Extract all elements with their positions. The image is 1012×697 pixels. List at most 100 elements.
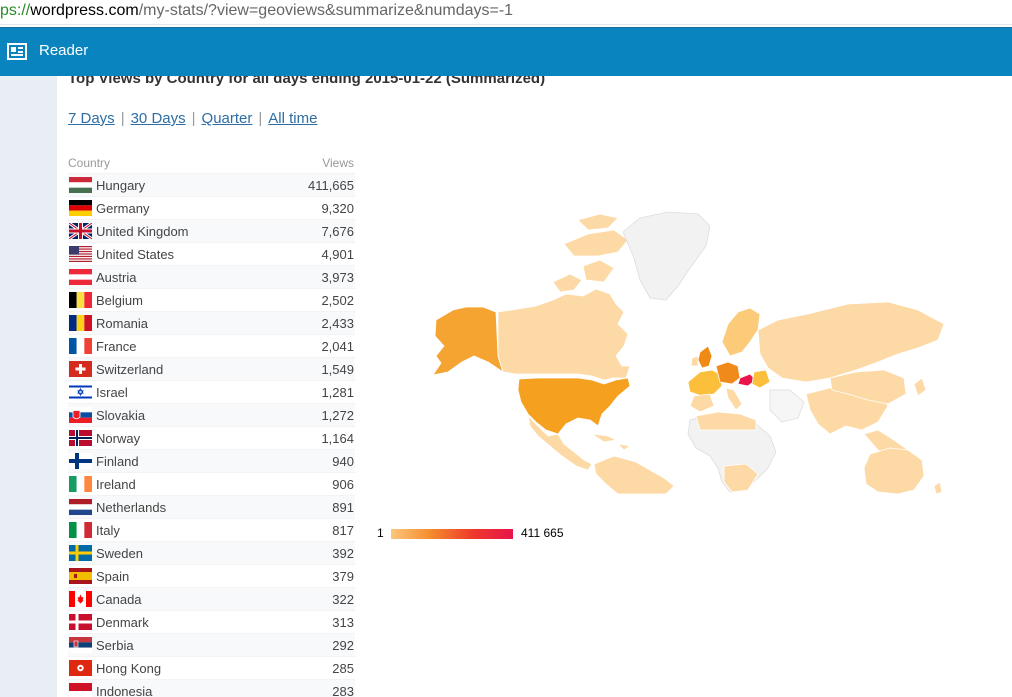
table-row[interactable]: Indonesia 283: [68, 679, 355, 697]
country-name: United States: [96, 247, 175, 262]
country-name: Finland: [96, 454, 139, 469]
country-views: 1,272: [321, 408, 354, 423]
map-alaska: [432, 306, 504, 376]
column-header-country: Country: [68, 156, 111, 170]
norway-flag-icon: [69, 430, 92, 446]
country-views: 322: [332, 592, 354, 607]
country-name: Serbia: [96, 638, 134, 653]
table-row[interactable]: Netherlands 891: [68, 495, 355, 518]
map-spain: [689, 393, 715, 413]
table-row[interactable]: France 2,041: [68, 334, 355, 357]
link-all-time[interactable]: All time: [268, 110, 318, 127]
stats-content: Top Views by Country for all days ending…: [57, 76, 1012, 697]
table-row[interactable]: Germany 9,320: [68, 196, 355, 219]
country-views-table: Country Views Hungary 411,665 Germany 9,320…: [68, 153, 355, 697]
country-views: 285: [332, 661, 354, 676]
country-views: 2,433: [321, 316, 354, 331]
table-row[interactable]: Norway 1,164: [68, 426, 355, 449]
sweden-flag-icon: [69, 545, 92, 561]
separator: |: [258, 110, 263, 127]
country-name: Hungary: [96, 178, 146, 193]
table-row[interactable]: Slovakia 1,272: [68, 403, 355, 426]
map-australia: [863, 447, 925, 495]
map-new-zealand: [933, 481, 943, 495]
country-views: 891: [332, 500, 354, 515]
table-row[interactable]: Italy 817: [68, 518, 355, 541]
table-row[interactable]: Romania 2,433: [68, 311, 355, 334]
map-south-america: [593, 455, 675, 495]
left-sidebar-strip: [0, 76, 57, 697]
map-ireland: [690, 355, 699, 367]
canada-flag-icon: [69, 591, 92, 607]
country-views: 3,973: [321, 270, 354, 285]
map-uk: [697, 345, 713, 369]
country-views: 392: [332, 546, 354, 561]
world-map-svg: [432, 211, 945, 495]
table-row[interactable]: Sweden 392: [68, 541, 355, 564]
link-30-days[interactable]: 30 Days: [130, 110, 186, 127]
country-views: 379: [332, 569, 354, 584]
map-usa: [517, 377, 631, 435]
country-name: Hong Kong: [96, 661, 162, 676]
legend-gradient-bar: [391, 529, 513, 539]
link-7-days[interactable]: 7 Days: [68, 110, 115, 127]
page-title: Top Views by Country for all days ending…: [68, 76, 546, 87]
map-japan: [913, 377, 927, 397]
country-name: Canada: [96, 592, 142, 607]
table-row[interactable]: Switzerland 1,549: [68, 357, 355, 380]
germany-flag-icon: [69, 200, 92, 216]
table-row[interactable]: Hong Kong 285: [68, 656, 355, 679]
country-name: Indonesia: [96, 684, 153, 697]
table-row[interactable]: Hungary 411,665: [68, 173, 355, 196]
table-row[interactable]: Belgium 2,502: [68, 288, 355, 311]
map-scandinavia: [721, 307, 761, 357]
country-name: Romania: [96, 316, 149, 331]
country-views: 2,041: [321, 339, 354, 354]
country-name: France: [96, 339, 137, 354]
map-north-africa: [695, 411, 757, 431]
table-row[interactable]: Canada 322: [68, 587, 355, 610]
legend-max: 411 665: [521, 526, 564, 540]
reader-label: Reader: [39, 42, 89, 59]
country-views: 4,901: [321, 247, 354, 262]
table-row[interactable]: Serbia 292: [68, 633, 355, 656]
country-views: 1,549: [321, 362, 354, 377]
country-views: 2,502: [321, 293, 354, 308]
column-header-views: Views: [322, 156, 354, 170]
link-quarter[interactable]: Quarter: [201, 110, 253, 127]
map-china: [829, 369, 907, 405]
table-row[interactable]: Israel 1,281: [68, 380, 355, 403]
address-bar[interactable]: ps://wordpress.com/my-stats/?view=geovie…: [0, 0, 1012, 25]
netherlands-flag-icon: [69, 499, 92, 515]
austria-flag-icon: [69, 269, 92, 285]
map-germany: [715, 361, 741, 385]
country-views: 817: [332, 523, 354, 538]
world-map[interactable]: [378, 134, 948, 495]
denmark-flag-icon: [69, 614, 92, 630]
url-host: wordpress.com: [30, 2, 139, 19]
country-name: Italy: [96, 523, 120, 538]
table-row[interactable]: United Kingdom 7,676: [68, 219, 355, 242]
country-name: Netherlands: [96, 500, 167, 515]
table-row[interactable]: Denmark 313: [68, 610, 355, 633]
country-views: 906: [332, 477, 354, 492]
table-row[interactable]: Spain 379: [68, 564, 355, 587]
switzerland-flag-icon: [69, 361, 92, 377]
country-name: United Kingdom: [96, 224, 189, 239]
map-southern-africa: [723, 463, 759, 493]
slovakia-flag-icon: [69, 407, 92, 423]
map-middle-east: [769, 389, 805, 423]
map-canada: [497, 288, 631, 381]
table-body: Hungary 411,665 Germany 9,320 United Kingdom…: [68, 173, 355, 697]
country-name: Sweden: [96, 546, 143, 561]
table-row[interactable]: Finland 940: [68, 449, 355, 472]
hungary-flag-icon: [69, 177, 92, 193]
separator: |: [191, 110, 196, 127]
table-row[interactable]: United States 4,901: [68, 242, 355, 265]
israel-flag-icon: [69, 384, 92, 400]
table-row[interactable]: Austria 3,973: [68, 265, 355, 288]
map-western-europe: [687, 369, 723, 397]
table-header: Country Views: [68, 153, 355, 173]
table-row[interactable]: Ireland 906: [68, 472, 355, 495]
country-views: 283: [332, 684, 354, 697]
